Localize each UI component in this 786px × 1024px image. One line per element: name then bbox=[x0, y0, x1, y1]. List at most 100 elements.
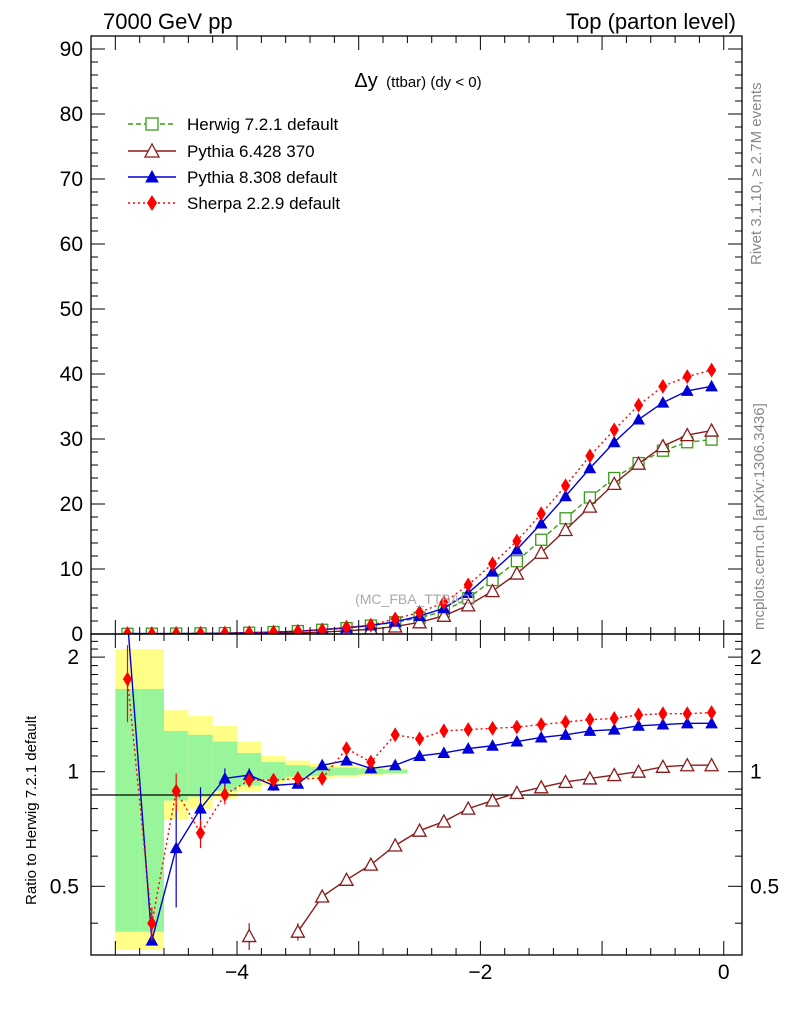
ratio-point-sherpa-14 bbox=[463, 722, 473, 738]
ratio-point-sherpa-1 bbox=[147, 915, 157, 931]
main-title: Δy (ttbar) (dy < 0) bbox=[354, 70, 481, 92]
ratio-point-sherpa-12 bbox=[414, 731, 425, 747]
ratio-point-pythia8-15 bbox=[486, 739, 499, 751]
main-point-sherpa-21 bbox=[633, 397, 644, 413]
main-point-sherpa-14 bbox=[463, 577, 473, 593]
ratio-point-pythia8-4 bbox=[218, 771, 232, 784]
band-green-7 bbox=[285, 765, 311, 777]
main-point-sherpa-5 bbox=[244, 625, 254, 634]
ratio-point-pythia6-20 bbox=[606, 767, 622, 782]
main-point-sherpa-17 bbox=[536, 506, 546, 522]
ratio-point-pythia6-18 bbox=[557, 774, 574, 789]
band-green-9 bbox=[334, 767, 359, 776]
main-point-pythia6-19 bbox=[582, 498, 598, 513]
band-green-3 bbox=[188, 734, 213, 797]
main-point-pythia6-23 bbox=[679, 427, 695, 442]
ratio-point-sherpa-13 bbox=[439, 723, 449, 739]
ratio-point-pythia6-5 bbox=[241, 928, 257, 943]
ratio-point-pythia6-22 bbox=[655, 758, 671, 773]
main-ytick-label-1: 10 bbox=[60, 558, 83, 581]
main-point-pythia6-13 bbox=[436, 607, 452, 622]
ratio-xtick-label-2: 0 bbox=[718, 961, 730, 984]
ratio-point-sherpa-0 bbox=[122, 671, 133, 687]
ratio-point-sherpa-21 bbox=[633, 707, 644, 723]
main-point-pythia6-16 bbox=[509, 565, 525, 580]
ratio-point-pythia6-16 bbox=[509, 784, 525, 799]
main-point-pythia6-12 bbox=[411, 614, 428, 629]
main-point-pythia6-22 bbox=[655, 438, 671, 453]
main-point-pythia8-21 bbox=[632, 412, 645, 425]
ratio-point-pythia8-23 bbox=[680, 716, 694, 729]
ratio-xtick-label-1: −2 bbox=[468, 961, 492, 984]
ratio-point-pythia6-19 bbox=[582, 770, 598, 785]
main-point-sherpa-13 bbox=[439, 595, 449, 611]
ratio-point-sherpa-3 bbox=[195, 825, 206, 841]
main-point-herwig-17 bbox=[535, 533, 548, 546]
main-point-sherpa-6 bbox=[268, 624, 279, 634]
ratio-ytick-label-right-2: 2 bbox=[750, 646, 762, 669]
main-point-sherpa-4 bbox=[220, 625, 230, 634]
ratio-point-pythia6-12 bbox=[411, 822, 428, 837]
ratio-point-pythia8-22 bbox=[656, 718, 670, 730]
main-point-pythia6-15 bbox=[484, 583, 501, 598]
main-point-sherpa-19 bbox=[585, 448, 595, 464]
ratio-point-pythia8-21 bbox=[632, 719, 645, 731]
legend-label-pythia8: Pythia 8.308 default bbox=[187, 168, 338, 187]
ratio-point-sherpa-24 bbox=[706, 705, 717, 721]
ratio-point-sherpa-9 bbox=[341, 741, 352, 757]
ratio-point-pythia6-7 bbox=[290, 923, 306, 938]
legend-marker-herwig bbox=[145, 117, 159, 131]
main-ytick-label-2: 20 bbox=[60, 493, 83, 516]
ratio-point-pythia8-14 bbox=[461, 742, 475, 754]
ratio-point-sherpa-23 bbox=[682, 706, 692, 722]
main-point-herwig-16 bbox=[510, 555, 524, 568]
main-ytick-label-0: 0 bbox=[71, 623, 83, 646]
main-ytick-label-8: 80 bbox=[60, 103, 83, 126]
ratio-point-sherpa-20 bbox=[609, 711, 619, 726]
ratio-point-pythia8-11 bbox=[388, 758, 402, 771]
ratio-point-pythia8-9 bbox=[340, 753, 353, 766]
legend: Herwig 7.2.1 default Pythia 6.428 370 Pyth… bbox=[128, 115, 340, 213]
main-point-sherpa-10 bbox=[366, 617, 376, 633]
ratio-point-sherpa-22 bbox=[658, 706, 668, 722]
ratio-point-sherpa-15 bbox=[487, 720, 498, 736]
main-point-sherpa-1 bbox=[147, 626, 157, 634]
band-green-6 bbox=[261, 762, 286, 781]
ratio-point-sherpa-11 bbox=[390, 727, 400, 743]
legend-marker-pythia8 bbox=[145, 169, 159, 183]
ratio-point-pythia6-13 bbox=[436, 813, 452, 828]
main-point-pythia6-17 bbox=[533, 544, 549, 559]
legend-marker-sherpa bbox=[146, 195, 158, 211]
main-ytick-label-7: 70 bbox=[60, 168, 83, 191]
ratio-point-sherpa-18 bbox=[560, 714, 571, 730]
ratio-point-pythia8-20 bbox=[607, 723, 621, 735]
ratio-point-pythia6-11 bbox=[387, 837, 403, 852]
ratio-point-sherpa-19 bbox=[585, 712, 595, 728]
ratio-point-pythia6-10 bbox=[363, 856, 379, 871]
ratio-ytick-label-left-1: 1 bbox=[67, 761, 79, 784]
main-point-pythia8-23 bbox=[680, 384, 694, 396]
ratio-ylabel: Ratio to Herwig 7.2.1 default bbox=[23, 715, 40, 905]
ratio-point-pythia6-17 bbox=[533, 779, 549, 794]
main-point-pythia6-21 bbox=[630, 455, 647, 470]
ratio-point-pythia6-23 bbox=[679, 757, 695, 772]
main-point-sherpa-11 bbox=[390, 611, 400, 627]
main-point-sherpa-7 bbox=[293, 623, 303, 634]
main-ytick-label-3: 30 bbox=[60, 428, 83, 451]
main-title-sub: (ttbar) (dy < 0) bbox=[386, 74, 481, 91]
main-ytick-label-5: 50 bbox=[60, 298, 83, 321]
main-point-pythia6-24 bbox=[703, 422, 720, 437]
ratio-point-pythia8-17 bbox=[534, 730, 548, 743]
ratio-point-pythia8-19 bbox=[583, 724, 597, 736]
legend-label-pythia6: Pythia 6.428 370 bbox=[187, 142, 315, 161]
ratio-point-sherpa-17 bbox=[536, 717, 546, 733]
ratio-point-pythia6-21 bbox=[630, 763, 647, 778]
ratio-ytick-label-right-1: 1 bbox=[750, 761, 762, 784]
rivet-label: Rivet 3.1.10, ≥ 2.7M events bbox=[748, 83, 765, 266]
ratio-point-sherpa-4 bbox=[220, 787, 230, 803]
ratio-uncertainty-bands bbox=[115, 649, 408, 951]
main-point-pythia8-16 bbox=[510, 542, 524, 555]
ratio-point-sherpa-5 bbox=[244, 772, 254, 788]
ratio-point-sherpa-16 bbox=[512, 719, 522, 735]
